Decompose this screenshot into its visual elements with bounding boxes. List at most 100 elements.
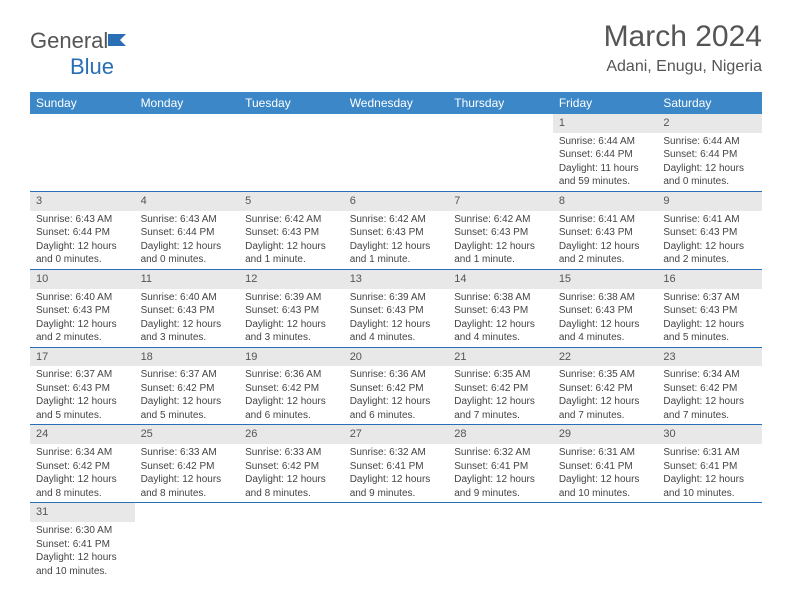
day-details: Sunrise: 6:33 AMSunset: 6:42 PMDaylight:… [239,444,344,502]
day-number: 31 [30,503,135,522]
day-number: 2 [657,114,762,133]
calendar-day: 29Sunrise: 6:31 AMSunset: 6:41 PMDayligh… [553,425,658,503]
day-number: 18 [135,348,240,367]
day-header-saturday: Saturday [657,92,762,114]
calendar-day: 10Sunrise: 6:40 AMSunset: 6:43 PMDayligh… [30,269,135,347]
calendar-day: 5Sunrise: 6:42 AMSunset: 6:43 PMDaylight… [239,191,344,269]
calendar-day: 3Sunrise: 6:43 AMSunset: 6:44 PMDaylight… [30,191,135,269]
day-number: 8 [553,192,658,211]
day-details: Sunrise: 6:42 AMSunset: 6:43 PMDaylight:… [239,211,344,269]
logo: General Blue [30,28,130,80]
day-number: 24 [30,425,135,444]
calendar-day: 26Sunrise: 6:33 AMSunset: 6:42 PMDayligh… [239,425,344,503]
calendar-day: 12Sunrise: 6:39 AMSunset: 6:43 PMDayligh… [239,269,344,347]
calendar-day: 23Sunrise: 6:34 AMSunset: 6:42 PMDayligh… [657,347,762,425]
day-number: 14 [448,270,553,289]
day-details: Sunrise: 6:35 AMSunset: 6:42 PMDaylight:… [448,366,553,424]
calendar-empty [448,503,553,580]
calendar-empty [344,114,449,191]
calendar-day: 18Sunrise: 6:37 AMSunset: 6:42 PMDayligh… [135,347,240,425]
calendar-empty [239,114,344,191]
day-number: 23 [657,348,762,367]
logo-part1: General [30,28,108,53]
calendar-week: 1Sunrise: 6:44 AMSunset: 6:44 PMDaylight… [30,114,762,191]
day-number [448,503,553,507]
day-number: 13 [344,270,449,289]
day-details: Sunrise: 6:31 AMSunset: 6:41 PMDaylight:… [553,444,658,502]
day-number [30,114,135,118]
calendar-empty [30,114,135,191]
calendar-day: 24Sunrise: 6:34 AMSunset: 6:42 PMDayligh… [30,425,135,503]
calendar-day: 15Sunrise: 6:38 AMSunset: 6:43 PMDayligh… [553,269,658,347]
day-number: 7 [448,192,553,211]
day-details: Sunrise: 6:42 AMSunset: 6:43 PMDaylight:… [344,211,449,269]
day-details: Sunrise: 6:31 AMSunset: 6:41 PMDaylight:… [657,444,762,502]
calendar-week: 3Sunrise: 6:43 AMSunset: 6:44 PMDaylight… [30,191,762,269]
day-number: 29 [553,425,658,444]
day-number [448,114,553,118]
calendar-empty [239,503,344,580]
calendar-day: 2Sunrise: 6:44 AMSunset: 6:44 PMDaylight… [657,114,762,191]
calendar-day: 31Sunrise: 6:30 AMSunset: 6:41 PMDayligh… [30,503,135,580]
month-title: March 2024 [604,20,762,54]
calendar-day: 16Sunrise: 6:37 AMSunset: 6:43 PMDayligh… [657,269,762,347]
calendar-table: SundayMondayTuesdayWednesdayThursdayFrid… [30,92,762,580]
calendar-day: 4Sunrise: 6:43 AMSunset: 6:44 PMDaylight… [135,191,240,269]
day-number [553,503,658,507]
day-details: Sunrise: 6:38 AMSunset: 6:43 PMDaylight:… [448,289,553,347]
calendar-header-row: SundayMondayTuesdayWednesdayThursdayFrid… [30,92,762,114]
day-details: Sunrise: 6:39 AMSunset: 6:43 PMDaylight:… [344,289,449,347]
day-details: Sunrise: 6:36 AMSunset: 6:42 PMDaylight:… [239,366,344,424]
day-number: 20 [344,348,449,367]
day-number [344,114,449,118]
day-details: Sunrise: 6:41 AMSunset: 6:43 PMDaylight:… [657,211,762,269]
calendar-week: 31Sunrise: 6:30 AMSunset: 6:41 PMDayligh… [30,503,762,580]
day-number: 11 [135,270,240,289]
calendar-day: 11Sunrise: 6:40 AMSunset: 6:43 PMDayligh… [135,269,240,347]
day-details: Sunrise: 6:32 AMSunset: 6:41 PMDaylight:… [344,444,449,502]
day-number [344,503,449,507]
day-details: Sunrise: 6:37 AMSunset: 6:42 PMDaylight:… [135,366,240,424]
location: Adani, Enugu, Nigeria [604,58,762,76]
day-number: 5 [239,192,344,211]
day-number: 6 [344,192,449,211]
day-header-sunday: Sunday [30,92,135,114]
calendar-day: 25Sunrise: 6:33 AMSunset: 6:42 PMDayligh… [135,425,240,503]
calendar-week: 10Sunrise: 6:40 AMSunset: 6:43 PMDayligh… [30,269,762,347]
calendar-day: 20Sunrise: 6:36 AMSunset: 6:42 PMDayligh… [344,347,449,425]
day-number: 26 [239,425,344,444]
calendar-day: 19Sunrise: 6:36 AMSunset: 6:42 PMDayligh… [239,347,344,425]
day-number: 12 [239,270,344,289]
calendar-day: 6Sunrise: 6:42 AMSunset: 6:43 PMDaylight… [344,191,449,269]
day-header-wednesday: Wednesday [344,92,449,114]
day-number: 19 [239,348,344,367]
day-number: 10 [30,270,135,289]
day-details: Sunrise: 6:34 AMSunset: 6:42 PMDaylight:… [657,366,762,424]
day-number: 1 [553,114,658,133]
day-details: Sunrise: 6:34 AMSunset: 6:42 PMDaylight:… [30,444,135,502]
day-number: 4 [135,192,240,211]
day-details: Sunrise: 6:32 AMSunset: 6:41 PMDaylight:… [448,444,553,502]
day-number: 17 [30,348,135,367]
day-number: 3 [30,192,135,211]
day-number: 21 [448,348,553,367]
calendar-week: 24Sunrise: 6:34 AMSunset: 6:42 PMDayligh… [30,425,762,503]
day-details: Sunrise: 6:40 AMSunset: 6:43 PMDaylight:… [30,289,135,347]
header: General Blue March 2024 Adani, Enugu, Ni… [30,20,762,80]
calendar-empty [344,503,449,580]
day-details: Sunrise: 6:37 AMSunset: 6:43 PMDaylight:… [657,289,762,347]
calendar-day: 7Sunrise: 6:42 AMSunset: 6:43 PMDaylight… [448,191,553,269]
day-details: Sunrise: 6:44 AMSunset: 6:44 PMDaylight:… [657,133,762,191]
calendar-day: 17Sunrise: 6:37 AMSunset: 6:43 PMDayligh… [30,347,135,425]
calendar-empty [448,114,553,191]
calendar-empty [657,503,762,580]
calendar-day: 27Sunrise: 6:32 AMSunset: 6:41 PMDayligh… [344,425,449,503]
day-details: Sunrise: 6:37 AMSunset: 6:43 PMDaylight:… [30,366,135,424]
day-number: 27 [344,425,449,444]
day-number [239,114,344,118]
calendar-week: 17Sunrise: 6:37 AMSunset: 6:43 PMDayligh… [30,347,762,425]
day-number [135,503,240,507]
day-details: Sunrise: 6:42 AMSunset: 6:43 PMDaylight:… [448,211,553,269]
calendar-day: 1Sunrise: 6:44 AMSunset: 6:44 PMDaylight… [553,114,658,191]
day-number: 9 [657,192,762,211]
